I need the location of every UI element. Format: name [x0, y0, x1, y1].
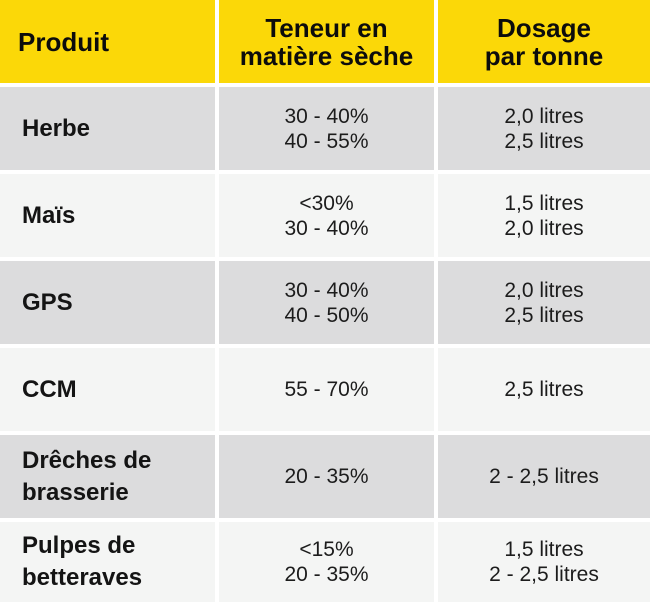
row-divider [0, 83, 650, 87]
header-dosage: Dosage par tonne [438, 0, 650, 83]
column-divider [434, 435, 438, 518]
dosage-gps: 2,0 litres 2,5 litres [438, 261, 650, 344]
column-divider [434, 174, 438, 257]
product-pulpes-de-betteraves: Pulpes de betteraves [0, 522, 215, 602]
column-divider [215, 435, 219, 518]
product-gps: GPS [0, 261, 215, 344]
dry-matter-herbe: 30 - 40% 40 - 55% [219, 87, 434, 170]
dry-matter-dreches: 20 - 35% [219, 435, 434, 518]
column-divider [434, 348, 438, 431]
dry-matter-ccm: 55 - 70% [219, 348, 434, 431]
column-divider [434, 522, 438, 602]
column-divider [434, 0, 438, 83]
column-divider [434, 87, 438, 170]
row-divider [0, 518, 650, 522]
dry-matter-gps: 30 - 40% 40 - 50% [219, 261, 434, 344]
dry-matter-pulpes: <15% 20 - 35% [219, 522, 434, 602]
product-mais: Maïs [0, 174, 215, 257]
row-divider [0, 431, 650, 435]
column-divider [215, 261, 219, 344]
dosage-herbe: 2,0 litres 2,5 litres [438, 87, 650, 170]
product-dreches-de-brasserie: Drêches de brasserie [0, 435, 215, 518]
column-divider [215, 0, 219, 83]
header-dry-matter: Teneur en matière sèche [219, 0, 434, 83]
column-divider [215, 174, 219, 257]
dosage-dreches: 2 - 2,5 litres [438, 435, 650, 518]
dry-matter-mais: <30% 30 - 40% [219, 174, 434, 257]
header-product: Produit [0, 0, 215, 83]
column-divider [434, 261, 438, 344]
dosage-ccm: 2,5 litres [438, 348, 650, 431]
column-divider [215, 87, 219, 170]
product-ccm: CCM [0, 348, 215, 431]
column-divider [215, 522, 219, 602]
column-divider [215, 348, 219, 431]
row-divider [0, 170, 650, 174]
dosage-pulpes: 1,5 litres 2 - 2,5 litres [438, 522, 650, 602]
dosage-mais: 1,5 litres 2,0 litres [438, 174, 650, 257]
product-herbe: Herbe [0, 87, 215, 170]
row-divider [0, 257, 650, 261]
row-divider [0, 344, 650, 348]
